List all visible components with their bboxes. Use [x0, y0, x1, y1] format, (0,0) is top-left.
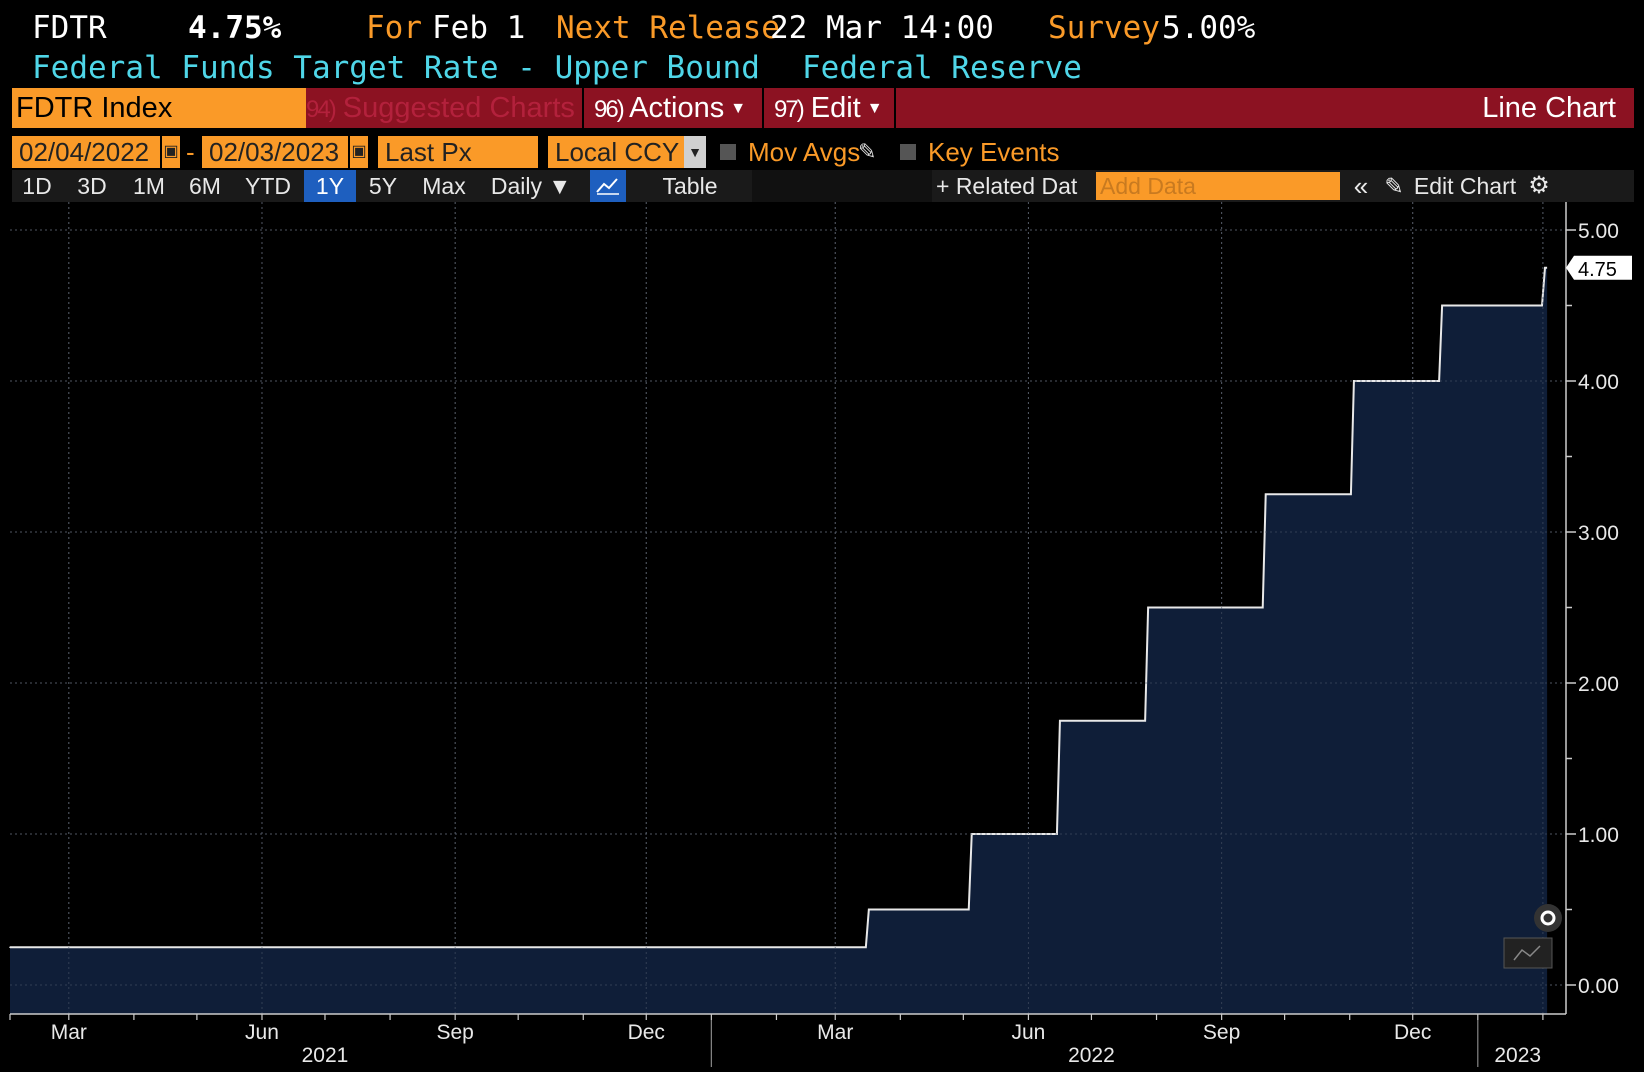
last-value-flag — [1566, 255, 1632, 280]
actions-number: 96) — [594, 96, 625, 123]
x-year-label: 2021 — [302, 1044, 349, 1067]
chart-area: 0.00 1.00 2.00 3.00 4.00 5.00 4.75 Mar Jun Sep Dec… — [0, 202, 1644, 1072]
data-point — [1544, 266, 1546, 269]
key-events-label[interactable]: Key Events — [928, 137, 1060, 167]
actions-label: Actions — [629, 92, 725, 124]
last-value-label: 4.75 — [1578, 259, 1617, 281]
chart-options-row: 02/04/2022 ▣ - 02/03/2023 ▣ Last Px Loca… — [0, 136, 1644, 170]
range-toolbar: 1D 3D 1M 6M YTD 1Y 5Y Max Daily ▼ Table + Relat… — [12, 170, 1634, 202]
gear-icon[interactable]: ⚙ — [1528, 172, 1550, 199]
security-field[interactable]: FDTR Index — [12, 88, 306, 128]
target-icon — [1540, 910, 1556, 926]
divider — [894, 88, 896, 128]
line-chart-icon[interactable] — [590, 170, 626, 202]
add-data-input[interactable]: Add Data — [1096, 172, 1340, 200]
x-month-label: Mar — [51, 1021, 87, 1044]
y-tick-label: 3.00 — [1578, 522, 1619, 545]
line-chart-glyph — [596, 178, 619, 195]
range-button-6m[interactable]: 6M — [189, 173, 221, 199]
last-value: 4.75% — [188, 10, 282, 46]
table-button[interactable]: Table — [662, 173, 718, 199]
x-month-label: Mar — [817, 1021, 853, 1044]
x-year-label: 2022 — [1068, 1044, 1115, 1067]
data-point — [1264, 493, 1267, 496]
toolbar-spacer — [752, 170, 932, 202]
actions-menu[interactable]: 96) Actions ▼ — [594, 88, 746, 128]
line-chart: 0.00 1.00 2.00 3.00 4.00 5.00 4.75 Mar Jun Sep Dec… — [9, 202, 1632, 1067]
security-source: Federal Reserve — [802, 50, 1082, 86]
collapse-icon[interactable]: « — [1353, 171, 1369, 201]
x-month-label: Dec — [628, 1021, 665, 1044]
range-button-5y[interactable]: 5Y — [368, 173, 398, 199]
crosshair-button[interactable] — [1534, 904, 1562, 932]
x-month-label: Jun — [1012, 1021, 1046, 1044]
next-release-value: 22 Mar 14:00 — [770, 10, 994, 46]
x-month-label: Sep — [1203, 1021, 1240, 1044]
for-date: Feb 1 — [432, 10, 526, 46]
survey-label: Survey — [1048, 10, 1160, 46]
mov-avgs-label[interactable]: Mov Avgs — [748, 137, 861, 167]
y-tick-label: 1.00 — [1578, 824, 1619, 847]
x-month-label: Sep — [436, 1021, 473, 1044]
currency-select[interactable]: Local CCY — [548, 136, 684, 168]
ticker-symbol: FDTR — [32, 10, 107, 46]
chevron-down-icon[interactable]: ▼ — [684, 136, 706, 168]
calendar-icon[interactable]: ▣ — [160, 136, 180, 168]
price-field-select[interactable]: Last Px — [378, 136, 538, 168]
range-button-1y[interactable]: 1Y — [304, 170, 356, 202]
for-label: For — [366, 10, 422, 46]
data-point — [1059, 719, 1061, 722]
area-fill — [10, 267, 1548, 1014]
data-point — [1353, 380, 1355, 382]
caret-down-icon: ▼ — [866, 100, 883, 118]
range-button-ytd[interactable]: YTD — [245, 173, 291, 199]
y-tick-label: 4.00 — [1578, 371, 1619, 394]
related-data-button[interactable]: + Related Dat — [936, 173, 1078, 199]
data-point — [1441, 304, 1443, 307]
range-button-3d[interactable]: 3D — [77, 173, 107, 199]
suggested-charts-label: Suggested Charts — [342, 92, 575, 124]
x-month-label: Jun — [245, 1021, 279, 1044]
pencil-icon[interactable]: ✎ — [1384, 173, 1404, 199]
edit-menu[interactable]: 97) Edit ▼ — [774, 88, 883, 128]
calendar-icon[interactable]: ▣ — [348, 136, 368, 168]
mini-line-chart-icon — [1513, 945, 1541, 961]
mov-avgs-checkbox[interactable] — [720, 144, 736, 160]
edit-chart-button[interactable]: Edit Chart — [1413, 173, 1517, 199]
date-separator: - — [186, 137, 195, 167]
suggested-charts-number: 94) — [306, 96, 337, 123]
pencil-icon[interactable]: ✎ — [858, 139, 877, 164]
data-point — [868, 908, 870, 911]
security-header: FDTR 4.75% For Feb 1 Next Release 22 Mar… — [0, 0, 1644, 56]
frequency-select[interactable]: Daily ▼ — [490, 173, 572, 199]
range-button-max[interactable]: Max — [422, 173, 466, 199]
data-point — [1147, 606, 1149, 609]
caret-down-icon: ▼ — [730, 100, 747, 118]
y-tick-label: 5.00 — [1578, 220, 1619, 243]
x-month-label: Dec — [1394, 1021, 1431, 1044]
suggested-charts-button[interactable]: 94) Suggested Charts — [306, 88, 575, 128]
chart-type-label[interactable]: Line Chart — [1482, 92, 1616, 124]
y-tick-label: 0.00 — [1578, 975, 1619, 998]
x-year-label: 2023 — [1494, 1044, 1541, 1067]
edit-number: 97) — [774, 96, 805, 123]
function-bar: FDTR Index 94) Suggested Charts 96) Acti… — [12, 88, 1634, 128]
key-events-checkbox[interactable] — [900, 144, 916, 160]
y-tick-label: 2.00 — [1578, 673, 1619, 696]
divider — [762, 88, 764, 128]
range-button-1d[interactable]: 1D — [22, 173, 52, 199]
range-button-1m[interactable]: 1M — [133, 173, 165, 199]
chart-style-button[interactable] — [1503, 937, 1553, 969]
next-release-label: Next Release — [556, 10, 780, 46]
security-description-row: Federal Funds Target Rate - Upper Bound … — [0, 48, 1644, 88]
divider — [582, 88, 584, 128]
edit-label: Edit — [810, 92, 861, 124]
series-line — [10, 266, 1548, 949]
start-date-input[interactable]: 02/04/2022 — [12, 136, 160, 168]
security-description: Federal Funds Target Rate - Upper Bound — [32, 50, 760, 86]
survey-value: 5.00% — [1162, 10, 1256, 46]
data-point — [9, 946, 11, 949]
end-date-input[interactable]: 02/03/2023 — [202, 136, 348, 168]
